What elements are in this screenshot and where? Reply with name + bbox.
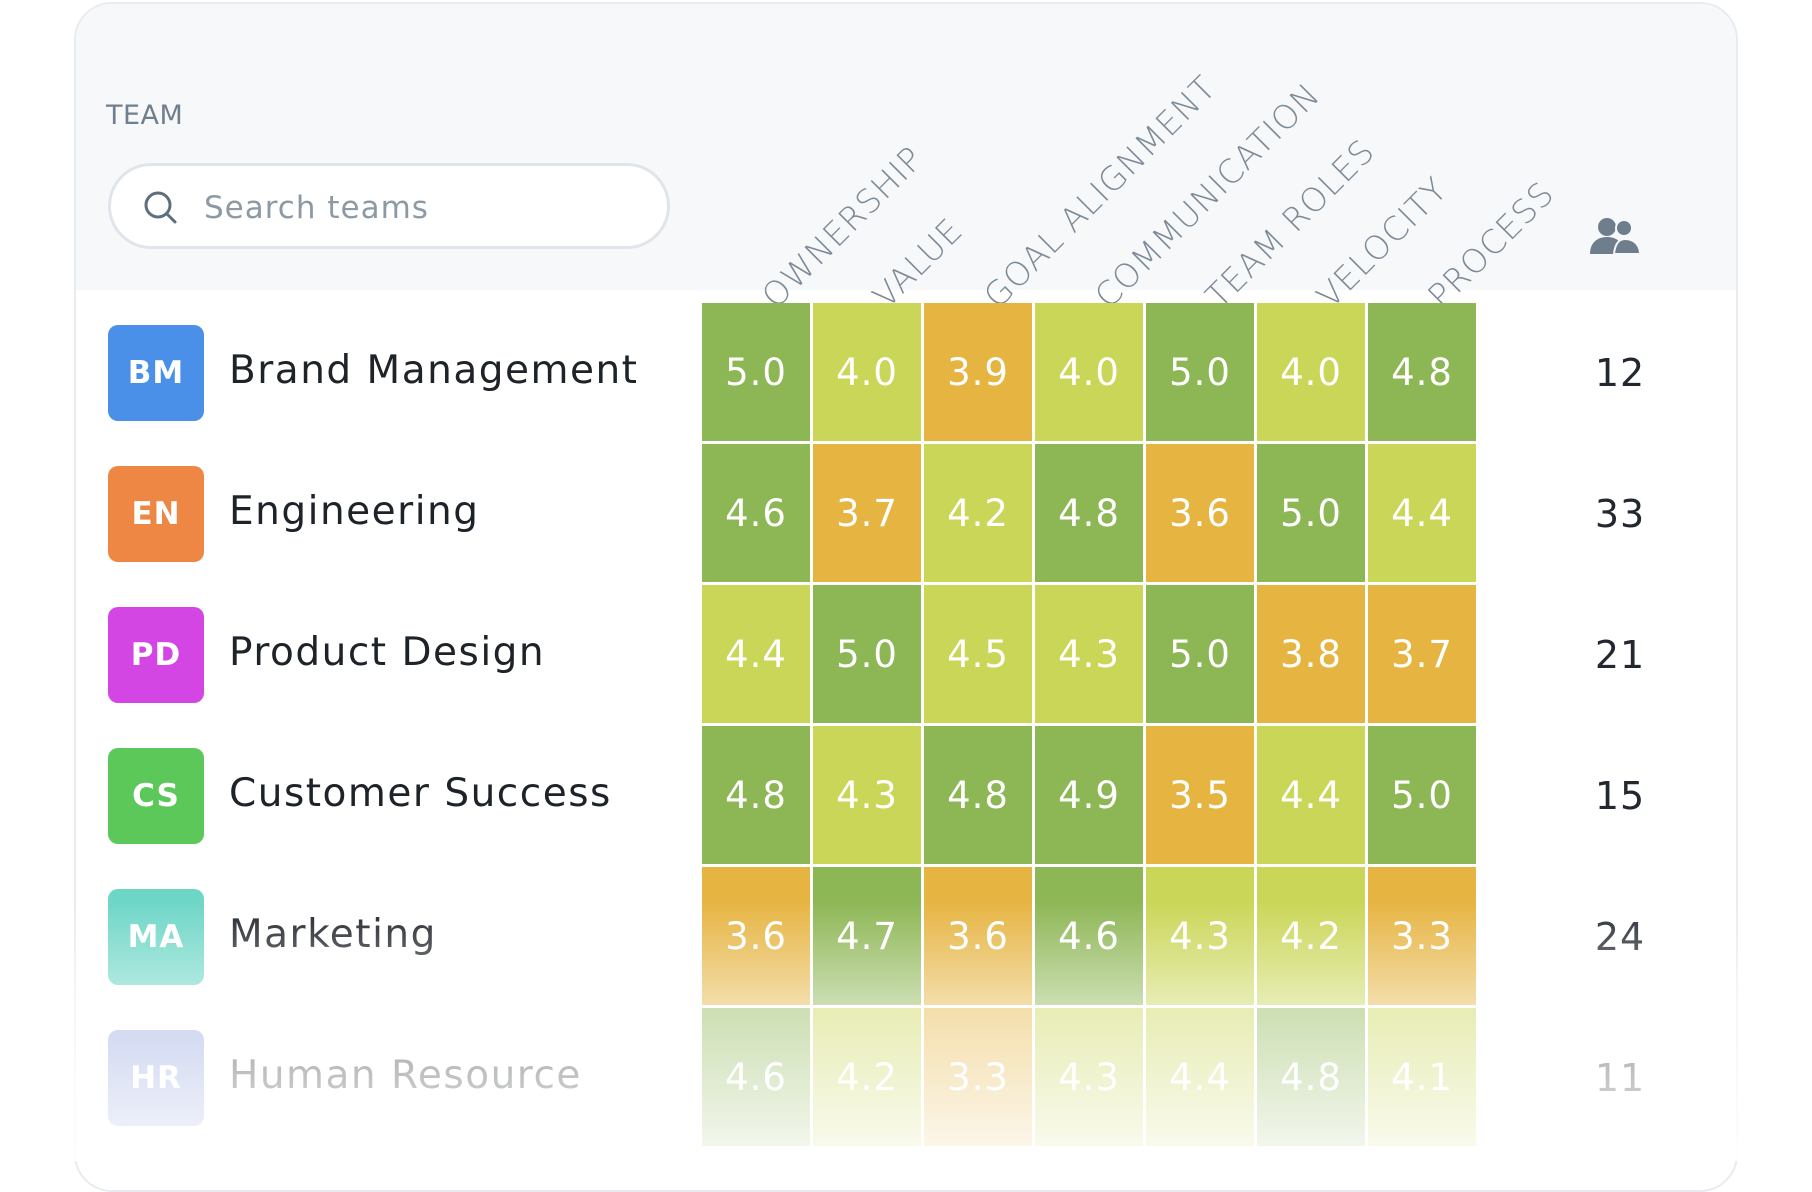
score-cell-process[interactable]: 4.1 [1368, 1008, 1476, 1146]
score-cell-value[interactable]: 3.7 [813, 444, 921, 582]
score-cell-process[interactable]: 4.8 [1368, 303, 1476, 441]
team-name[interactable]: Human Resource [229, 1053, 582, 1098]
score-cell-ownership[interactable]: 4.8 [702, 726, 810, 864]
score-cell-value[interactable]: 5.0 [813, 585, 921, 723]
score-cell-process[interactable]: 3.7 [1368, 585, 1476, 723]
score-cell-process[interactable]: 4.4 [1368, 444, 1476, 582]
avatar: BM [108, 325, 204, 421]
avatar: CS [108, 748, 204, 844]
score-cell-team-roles[interactable]: 3.5 [1146, 726, 1254, 864]
score-cell-ownership[interactable]: 4.4 [702, 585, 810, 723]
score-cell-team-roles[interactable]: 5.0 [1146, 585, 1254, 723]
score-cell-goal-alignment[interactable]: 3.9 [924, 303, 1032, 441]
member-count: 15 [1594, 774, 1646, 818]
score-cell-velocity[interactable]: 4.4 [1257, 726, 1365, 864]
score-cell-velocity[interactable]: 5.0 [1257, 444, 1365, 582]
member-count: 24 [1594, 915, 1646, 959]
score-cell-value[interactable]: 4.3 [813, 726, 921, 864]
score-cell-goal-alignment[interactable]: 4.2 [924, 444, 1032, 582]
team-name[interactable]: Engineering [229, 489, 480, 534]
search-placeholder: Search teams [204, 190, 429, 226]
score-cell-goal-alignment[interactable]: 3.3 [924, 1008, 1032, 1146]
score-cell-team-roles[interactable]: 4.3 [1146, 867, 1254, 1005]
score-cell-team-roles[interactable]: 3.6 [1146, 444, 1254, 582]
score-cell-team-roles[interactable]: 5.0 [1146, 303, 1254, 441]
team-name[interactable]: Brand Management [229, 348, 639, 393]
score-cell-velocity[interactable]: 4.0 [1257, 303, 1365, 441]
people-icon [1590, 218, 1642, 255]
score-cell-team-roles[interactable]: 4.4 [1146, 1008, 1254, 1146]
score-cell-velocity[interactable]: 4.8 [1257, 1008, 1365, 1146]
member-count: 12 [1594, 351, 1646, 395]
score-cell-value[interactable]: 4.0 [813, 303, 921, 441]
member-count: 33 [1594, 492, 1646, 536]
avatar: MA [108, 889, 204, 985]
team-name[interactable]: Customer Success [229, 771, 612, 816]
member-count: 21 [1594, 633, 1646, 677]
score-cell-velocity[interactable]: 4.2 [1257, 867, 1365, 1005]
score-cell-goal-alignment[interactable]: 4.5 [924, 585, 1032, 723]
score-cell-process[interactable]: 5.0 [1368, 726, 1476, 864]
score-cell-communication[interactable]: 4.6 [1035, 867, 1143, 1005]
score-cell-ownership[interactable]: 4.6 [702, 444, 810, 582]
score-cell-goal-alignment[interactable]: 3.6 [924, 867, 1032, 1005]
avatar: EN [108, 466, 204, 562]
avatar: PD [108, 607, 204, 703]
score-cell-communication[interactable]: 4.3 [1035, 585, 1143, 723]
score-cell-value[interactable]: 4.7 [813, 867, 921, 1005]
score-cell-ownership[interactable]: 5.0 [702, 303, 810, 441]
team-name[interactable]: Marketing [229, 912, 437, 957]
team-column-label: TEAM [106, 100, 184, 131]
score-cell-goal-alignment[interactable]: 4.8 [924, 726, 1032, 864]
score-cell-ownership[interactable]: 4.6 [702, 1008, 810, 1146]
score-cell-velocity[interactable]: 3.8 [1257, 585, 1365, 723]
member-count: 11 [1594, 1056, 1646, 1100]
score-cell-communication[interactable]: 4.9 [1035, 726, 1143, 864]
avatar: HR [108, 1030, 204, 1126]
search-icon [144, 191, 177, 224]
score-cell-communication[interactable]: 4.3 [1035, 1008, 1143, 1146]
team-name[interactable]: Product Design [229, 630, 546, 675]
score-cell-communication[interactable]: 4.8 [1035, 444, 1143, 582]
score-cell-process[interactable]: 3.3 [1368, 867, 1476, 1005]
score-cell-value[interactable]: 4.2 [813, 1008, 921, 1146]
score-cell-ownership[interactable]: 3.6 [702, 867, 810, 1005]
score-cell-communication[interactable]: 4.0 [1035, 303, 1143, 441]
search-input[interactable]: Search teams [108, 163, 670, 249]
